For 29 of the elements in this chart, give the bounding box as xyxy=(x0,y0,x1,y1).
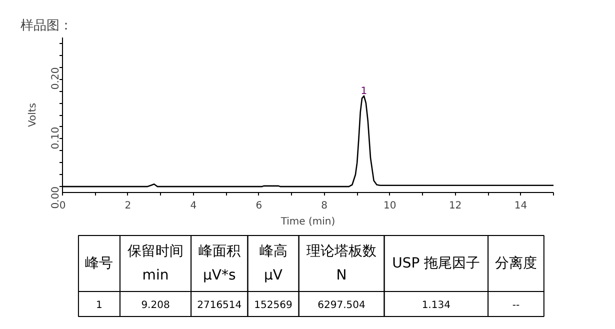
text: 峰面积 μV*s xyxy=(198,244,240,284)
text: 1 xyxy=(96,300,102,311)
x-tick-label: 14 xyxy=(514,200,528,212)
annotation: 1 xyxy=(360,86,368,97)
x-tick-label: 12 xyxy=(448,200,462,212)
text: 峰高 μV xyxy=(259,244,288,284)
x-tick-label: 4 xyxy=(190,200,197,212)
chart-title: 样品图： xyxy=(20,18,72,34)
y-tick-label: 0.00 xyxy=(50,186,62,209)
text: 1.134 xyxy=(422,300,450,311)
y-tick-label: 0.20 xyxy=(50,67,62,90)
x-tick-label: 8 xyxy=(321,200,328,212)
text: 峰号 xyxy=(85,256,114,272)
text: 分离度 xyxy=(494,256,537,272)
x-tick-label: 0 xyxy=(59,200,66,212)
text: 2716514 xyxy=(197,300,242,311)
y-tick-label: 0.10 xyxy=(50,126,62,150)
text: 9.208 xyxy=(141,300,170,311)
text: 6297.504 xyxy=(318,300,366,311)
text: USP 拖尾因子 xyxy=(392,256,480,272)
text: 保留时间 min xyxy=(128,244,184,284)
x-axis-title: Time (min) xyxy=(280,216,336,228)
text: 152569 xyxy=(254,300,292,311)
text: 理论塔板数 N xyxy=(306,244,377,284)
y-axis-title: Volts xyxy=(28,102,38,128)
text: -- xyxy=(512,300,520,311)
x-tick-label: 6 xyxy=(256,200,262,212)
x-tick-label: 2 xyxy=(124,200,132,212)
x-tick-label: 10 xyxy=(383,200,396,212)
